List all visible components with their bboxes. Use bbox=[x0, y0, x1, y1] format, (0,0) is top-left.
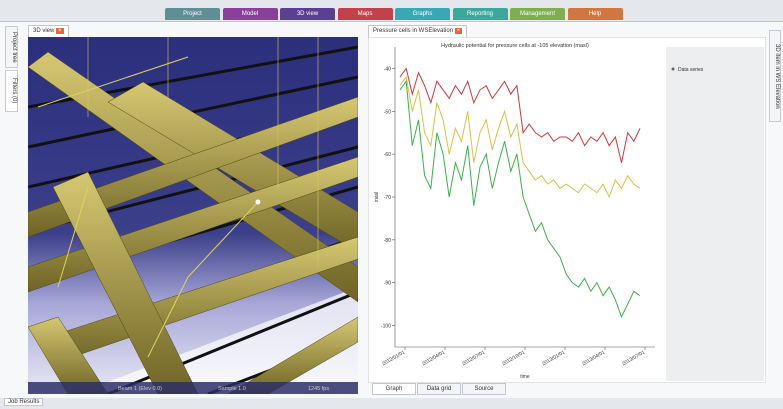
tab-label: Pressure cells in WSElevation bbox=[373, 28, 454, 34]
bottom-tab[interactable]: Graph bbox=[372, 383, 416, 395]
y-tick-label: -50 bbox=[384, 109, 391, 115]
job-results[interactable]: Job Results bbox=[4, 398, 44, 406]
legend-label: Data series bbox=[678, 67, 704, 73]
y-tick-label: -90 bbox=[384, 281, 391, 287]
y-tick-label: -40 bbox=[384, 66, 391, 72]
y-tick-label: -60 bbox=[384, 152, 391, 158]
ribbon-tab[interactable]: Reporting bbox=[452, 8, 508, 20]
status-text: 1245 fps bbox=[308, 386, 329, 392]
y-axis-label: masl bbox=[374, 192, 380, 203]
data-line bbox=[399, 75, 641, 199]
ribbon-tab[interactable]: Help bbox=[567, 8, 623, 20]
status-bar: Job Results bbox=[0, 398, 783, 409]
3d-view: Beam 1 (Elev 0.0) Sample 1.0 1245 fps bbox=[28, 37, 358, 394]
ribbon-tab[interactable]: 3D view bbox=[280, 8, 335, 20]
y-tick-label: -80 bbox=[384, 238, 391, 244]
ribbon-tab[interactable]: Management bbox=[510, 8, 565, 20]
bottom-tab[interactable]: Data grid bbox=[417, 383, 461, 395]
ribbon-tab[interactable]: Model bbox=[222, 8, 278, 20]
x-axis-label: time bbox=[520, 374, 530, 380]
data-line bbox=[399, 67, 641, 163]
ribbon-tab[interactable]: Project bbox=[165, 8, 220, 20]
bottom-tab[interactable]: Source bbox=[462, 383, 506, 395]
chart-tab[interactable]: Pressure cells in WSElevation × bbox=[368, 25, 468, 37]
y-tick-label: -100 bbox=[381, 324, 391, 330]
ribbon-tab[interactable]: Graphs bbox=[395, 8, 450, 20]
status-text: Beam 1 (Elev 0.0) bbox=[118, 386, 162, 392]
left-tab[interactable]: Project tree bbox=[5, 26, 18, 68]
close-icon[interactable]: × bbox=[454, 28, 463, 34]
data-line bbox=[399, 79, 641, 319]
status-text: Sample 1.0 bbox=[218, 386, 246, 392]
legend-marker bbox=[671, 67, 675, 71]
view-tab[interactable]: 3D view × bbox=[28, 25, 69, 37]
chart-panel: Hydraulic potential for pressure cells a… bbox=[368, 37, 766, 383]
right-tab[interactable]: 3D item in WS Elevation bbox=[769, 30, 781, 122]
close-icon[interactable]: × bbox=[56, 28, 64, 34]
ribbon-tab[interactable]: Maps bbox=[337, 8, 393, 20]
tab-label: 3D view bbox=[33, 28, 55, 34]
left-tab[interactable]: Filters (0) bbox=[5, 70, 18, 112]
y-tick-label: -70 bbox=[384, 195, 391, 201]
chart-title: Hydraulic potential for pressure cells a… bbox=[441, 43, 589, 49]
